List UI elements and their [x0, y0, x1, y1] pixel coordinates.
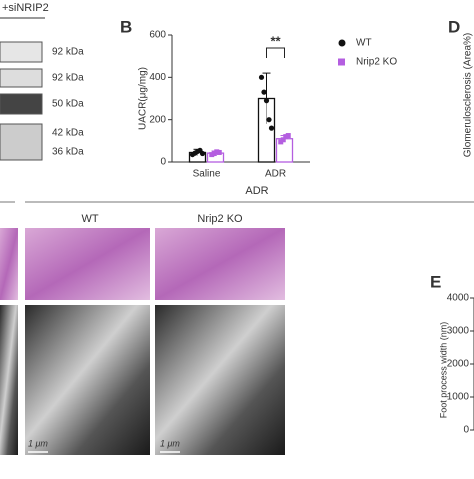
data-point: [266, 117, 272, 123]
x-tick-label: ADR: [265, 169, 286, 180]
scale-label: 1 μm: [28, 438, 48, 448]
panel-label: E: [430, 272, 441, 291]
data-point: [258, 74, 265, 80]
em-image: [0, 305, 18, 455]
x-tick-label: Saline: [193, 169, 221, 180]
data-point: [263, 98, 270, 104]
column-label: Nrip2 KO: [197, 213, 243, 225]
marker-label: 50 kDa: [52, 99, 84, 110]
histology-image: [155, 228, 285, 300]
scale-label: 1 μm: [160, 438, 180, 448]
data-point: [261, 89, 267, 95]
y-tick-label: 0: [463, 425, 469, 436]
y-tick-label: 3000: [447, 326, 470, 337]
blot-band: [0, 41, 43, 63]
y-tick-label: 400: [149, 72, 166, 83]
significance: **: [270, 33, 281, 48]
y-tick-label: 600: [149, 30, 166, 41]
y-tick-label: 200: [149, 114, 166, 125]
blot: +siNRIP2: [0, 2, 49, 161]
histology-image: [25, 228, 150, 300]
group-label: ADR: [245, 185, 268, 197]
axis-label: Foot process width (nm): [438, 322, 448, 419]
blot-band: [0, 68, 43, 88]
legend-label: Nrip2 KO: [356, 57, 397, 68]
legend-label: WT: [356, 38, 372, 49]
data-point: [268, 125, 275, 131]
data-point: [199, 150, 206, 157]
y-tick-label: 2000: [447, 359, 470, 370]
blot-label: +siNRIP2: [2, 2, 49, 14]
blot-band: [0, 123, 43, 161]
significance-bracket: [266, 47, 285, 58]
em-image: [25, 305, 150, 455]
y-tick-label: 4000: [447, 293, 470, 304]
histology-image: [0, 228, 18, 300]
data-point: [216, 149, 222, 155]
panel-label: D: [448, 17, 460, 36]
marker-label: 42 kDa: [52, 128, 84, 139]
axis-label: UACR(μg/mg): [138, 67, 149, 130]
marker-label: 92 kDa: [52, 47, 84, 58]
em-image: [155, 305, 285, 455]
marker-label: 92 kDa: [52, 73, 84, 84]
legend-marker: [338, 39, 346, 47]
column-label: WT: [81, 213, 98, 225]
y-tick-label: 0: [160, 157, 166, 168]
data-point: [280, 137, 286, 143]
data-point: [285, 133, 291, 139]
marker-label: 36 kDa: [52, 147, 84, 158]
panel-label: B: [120, 17, 132, 36]
axis-label: Glomerulosclerosis (Area%): [463, 33, 474, 157]
y-tick-label: 1000: [447, 392, 470, 403]
legend-marker: [338, 58, 345, 66]
blot-band: [0, 93, 43, 115]
